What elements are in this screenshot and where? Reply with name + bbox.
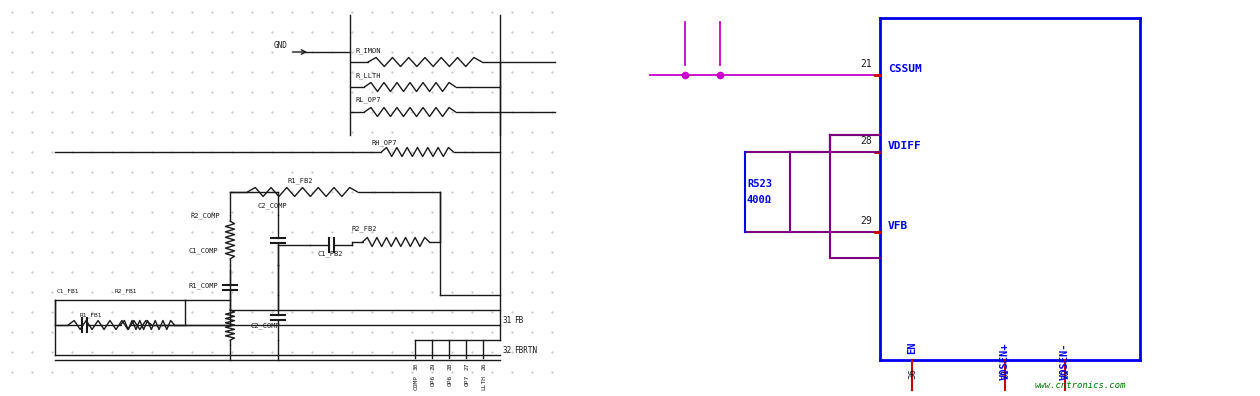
Text: 28: 28 bbox=[447, 363, 452, 371]
Text: COMP: COMP bbox=[413, 375, 418, 390]
Text: C1_FB1: C1_FB1 bbox=[57, 288, 79, 293]
Text: C2_COMP: C2_COMP bbox=[258, 202, 287, 209]
Text: R1_FB1: R1_FB1 bbox=[79, 312, 102, 318]
Text: RH_OP7: RH_OP7 bbox=[372, 139, 397, 146]
Text: GND: GND bbox=[275, 41, 289, 50]
Text: 30: 30 bbox=[413, 363, 418, 371]
Text: FB: FB bbox=[514, 316, 523, 325]
Text: EN: EN bbox=[907, 342, 917, 354]
Text: VOSEN-: VOSEN- bbox=[1060, 342, 1070, 379]
Text: R2_COMP: R2_COMP bbox=[190, 212, 219, 219]
Text: 29: 29 bbox=[861, 216, 872, 226]
Text: 36: 36 bbox=[908, 368, 917, 379]
Text: OP7: OP7 bbox=[465, 375, 470, 386]
Text: RL_OP7: RL_OP7 bbox=[355, 96, 381, 103]
Text: 31: 31 bbox=[1002, 368, 1011, 379]
Text: VOSEN+: VOSEN+ bbox=[1000, 342, 1011, 379]
Text: 26: 26 bbox=[481, 363, 486, 371]
Text: R_IMON: R_IMON bbox=[355, 47, 381, 53]
Text: 32: 32 bbox=[1061, 368, 1071, 379]
Text: R2_FB1: R2_FB1 bbox=[115, 288, 137, 293]
Text: R523: R523 bbox=[747, 179, 772, 189]
Text: www.cntronics.com: www.cntronics.com bbox=[1034, 381, 1125, 390]
Text: 31: 31 bbox=[503, 316, 513, 325]
Text: R1_FB2: R1_FB2 bbox=[289, 177, 314, 184]
Text: C1_FB2: C1_FB2 bbox=[318, 250, 344, 257]
Text: R_LLTH: R_LLTH bbox=[355, 72, 381, 79]
Text: 21: 21 bbox=[861, 59, 872, 69]
Text: 27: 27 bbox=[465, 363, 470, 371]
Text: VFB: VFB bbox=[888, 221, 908, 231]
Text: 28: 28 bbox=[861, 136, 872, 146]
Text: FBRTN: FBRTN bbox=[514, 346, 537, 355]
Text: VDIFF: VDIFF bbox=[888, 141, 922, 151]
Text: R1_COMP: R1_COMP bbox=[188, 282, 218, 289]
Text: 400Ω: 400Ω bbox=[747, 195, 772, 205]
Text: C1_COMP: C1_COMP bbox=[188, 247, 218, 254]
Text: C2_COMP: C2_COMP bbox=[249, 322, 280, 329]
Text: OP6: OP6 bbox=[431, 375, 436, 386]
Text: CSSUM: CSSUM bbox=[888, 64, 922, 74]
Text: LLTH: LLTH bbox=[481, 375, 486, 390]
Text: 29: 29 bbox=[431, 363, 436, 371]
Text: 32: 32 bbox=[503, 346, 513, 355]
Text: OP6: OP6 bbox=[447, 375, 452, 386]
Text: R2_FB2: R2_FB2 bbox=[352, 225, 378, 232]
